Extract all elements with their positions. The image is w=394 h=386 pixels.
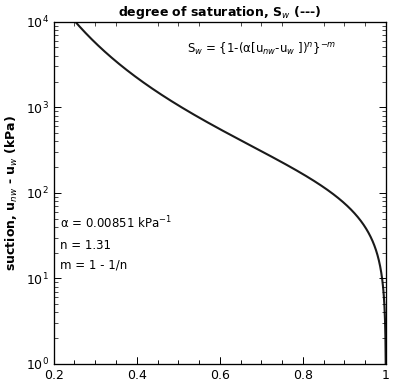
- Y-axis label: suction, u$_{nw}$ - u$_w$ (kPa): suction, u$_{nw}$ - u$_w$ (kPa): [4, 115, 20, 271]
- X-axis label: degree of saturation, S$_w$ (---): degree of saturation, S$_w$ (---): [118, 4, 322, 21]
- Text: α = 0.00851 kPa$^{-1}$
n = 1.31
m = 1 - 1/n: α = 0.00851 kPa$^{-1}$ n = 1.31 m = 1 - …: [60, 215, 172, 272]
- Text: S$_w$ = {1-(α[u$_{nw}$-u$_w$ ])$^n$}$^{-m}$: S$_w$ = {1-(α[u$_{nw}$-u$_w$ ])$^n$}$^{-…: [187, 41, 336, 57]
